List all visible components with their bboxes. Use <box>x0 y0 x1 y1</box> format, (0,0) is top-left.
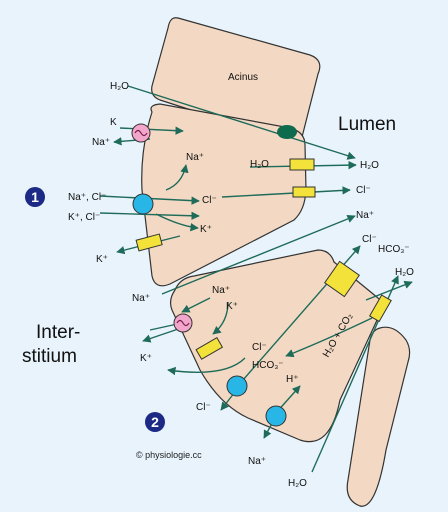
cell2-exchanger-na-k <box>173 313 193 333</box>
svg-text:2: 2 <box>151 414 159 430</box>
svg-text:1: 1 <box>31 189 39 205</box>
label-k-mid: K⁺ <box>200 224 212 235</box>
label-cl-out: Cl⁻ <box>196 402 211 413</box>
lumen-label: Lumen <box>338 114 396 135</box>
label-k-in: K <box>110 117 117 128</box>
label-h2o-lumen: H₂O <box>360 160 379 171</box>
label-hco3-lumen: HCO₃⁻ <box>378 244 410 255</box>
cell1-cotransporter <box>132 193 154 215</box>
label-na-out: Na⁺ <box>92 137 110 148</box>
acinus-label: Acinus <box>228 72 258 83</box>
label-cl-mid: Cl⁻ <box>202 195 217 206</box>
label-h2o-right: H₂O <box>395 267 414 278</box>
label-h2o-acinus: H₂O <box>110 81 129 92</box>
cell2-h2o-channel <box>368 294 392 323</box>
badge-2: 2 <box>145 412 165 432</box>
label-na-in2: Na⁺ <box>212 285 230 296</box>
cell-1 <box>141 103 307 287</box>
cell1-cl-channel <box>292 186 316 198</box>
label-k-out2: K⁺ <box>140 353 152 364</box>
acinus-cell <box>151 17 321 146</box>
label-cl-lumen: Cl⁻ <box>356 185 371 196</box>
label-na-mid: Na⁺ <box>186 152 204 163</box>
label-na-bottom: Na⁺ <box>248 456 266 467</box>
label-k-out: K⁺ <box>96 254 108 265</box>
label-cl-mid2: Cl⁻ <box>252 342 267 353</box>
badge-1: 1 <box>25 187 45 207</box>
label-na-out2: Na⁺ <box>132 293 150 304</box>
aquaporin <box>277 125 297 139</box>
cell2-na-h-exchanger <box>265 405 287 427</box>
label-na-lumen: Na⁺ <box>356 210 374 221</box>
label-h-plus: H⁺ <box>286 374 299 385</box>
cell1-k-channel <box>135 233 163 252</box>
label-k-cl: K⁺, Cl⁻ <box>68 212 100 223</box>
cell2-cl-hco3-channel <box>324 260 360 298</box>
credit-text: © physiologie.cc <box>136 450 202 460</box>
interstitium-label-2: stitium <box>22 346 77 367</box>
label-h2o-left: H₂O <box>250 159 269 170</box>
label-k-in2: K⁺ <box>226 301 238 312</box>
interstitium-label-1: Inter- <box>36 322 80 343</box>
cell2-cl-hco3-exchanger <box>226 375 248 397</box>
cell-2 <box>169 249 384 443</box>
label-cl-lumen2: Cl⁻ <box>362 234 377 245</box>
cell1-exchanger-na-k <box>131 123 151 143</box>
cell2-k-channel <box>195 336 224 360</box>
label-hco3-mid: HCO₃⁻ <box>252 360 284 371</box>
label-na-cl: Na⁺, Cl⁻ <box>68 192 106 203</box>
cell1-h2o-channel <box>289 158 315 171</box>
label-h2o-bottom: H₂O <box>288 478 307 489</box>
